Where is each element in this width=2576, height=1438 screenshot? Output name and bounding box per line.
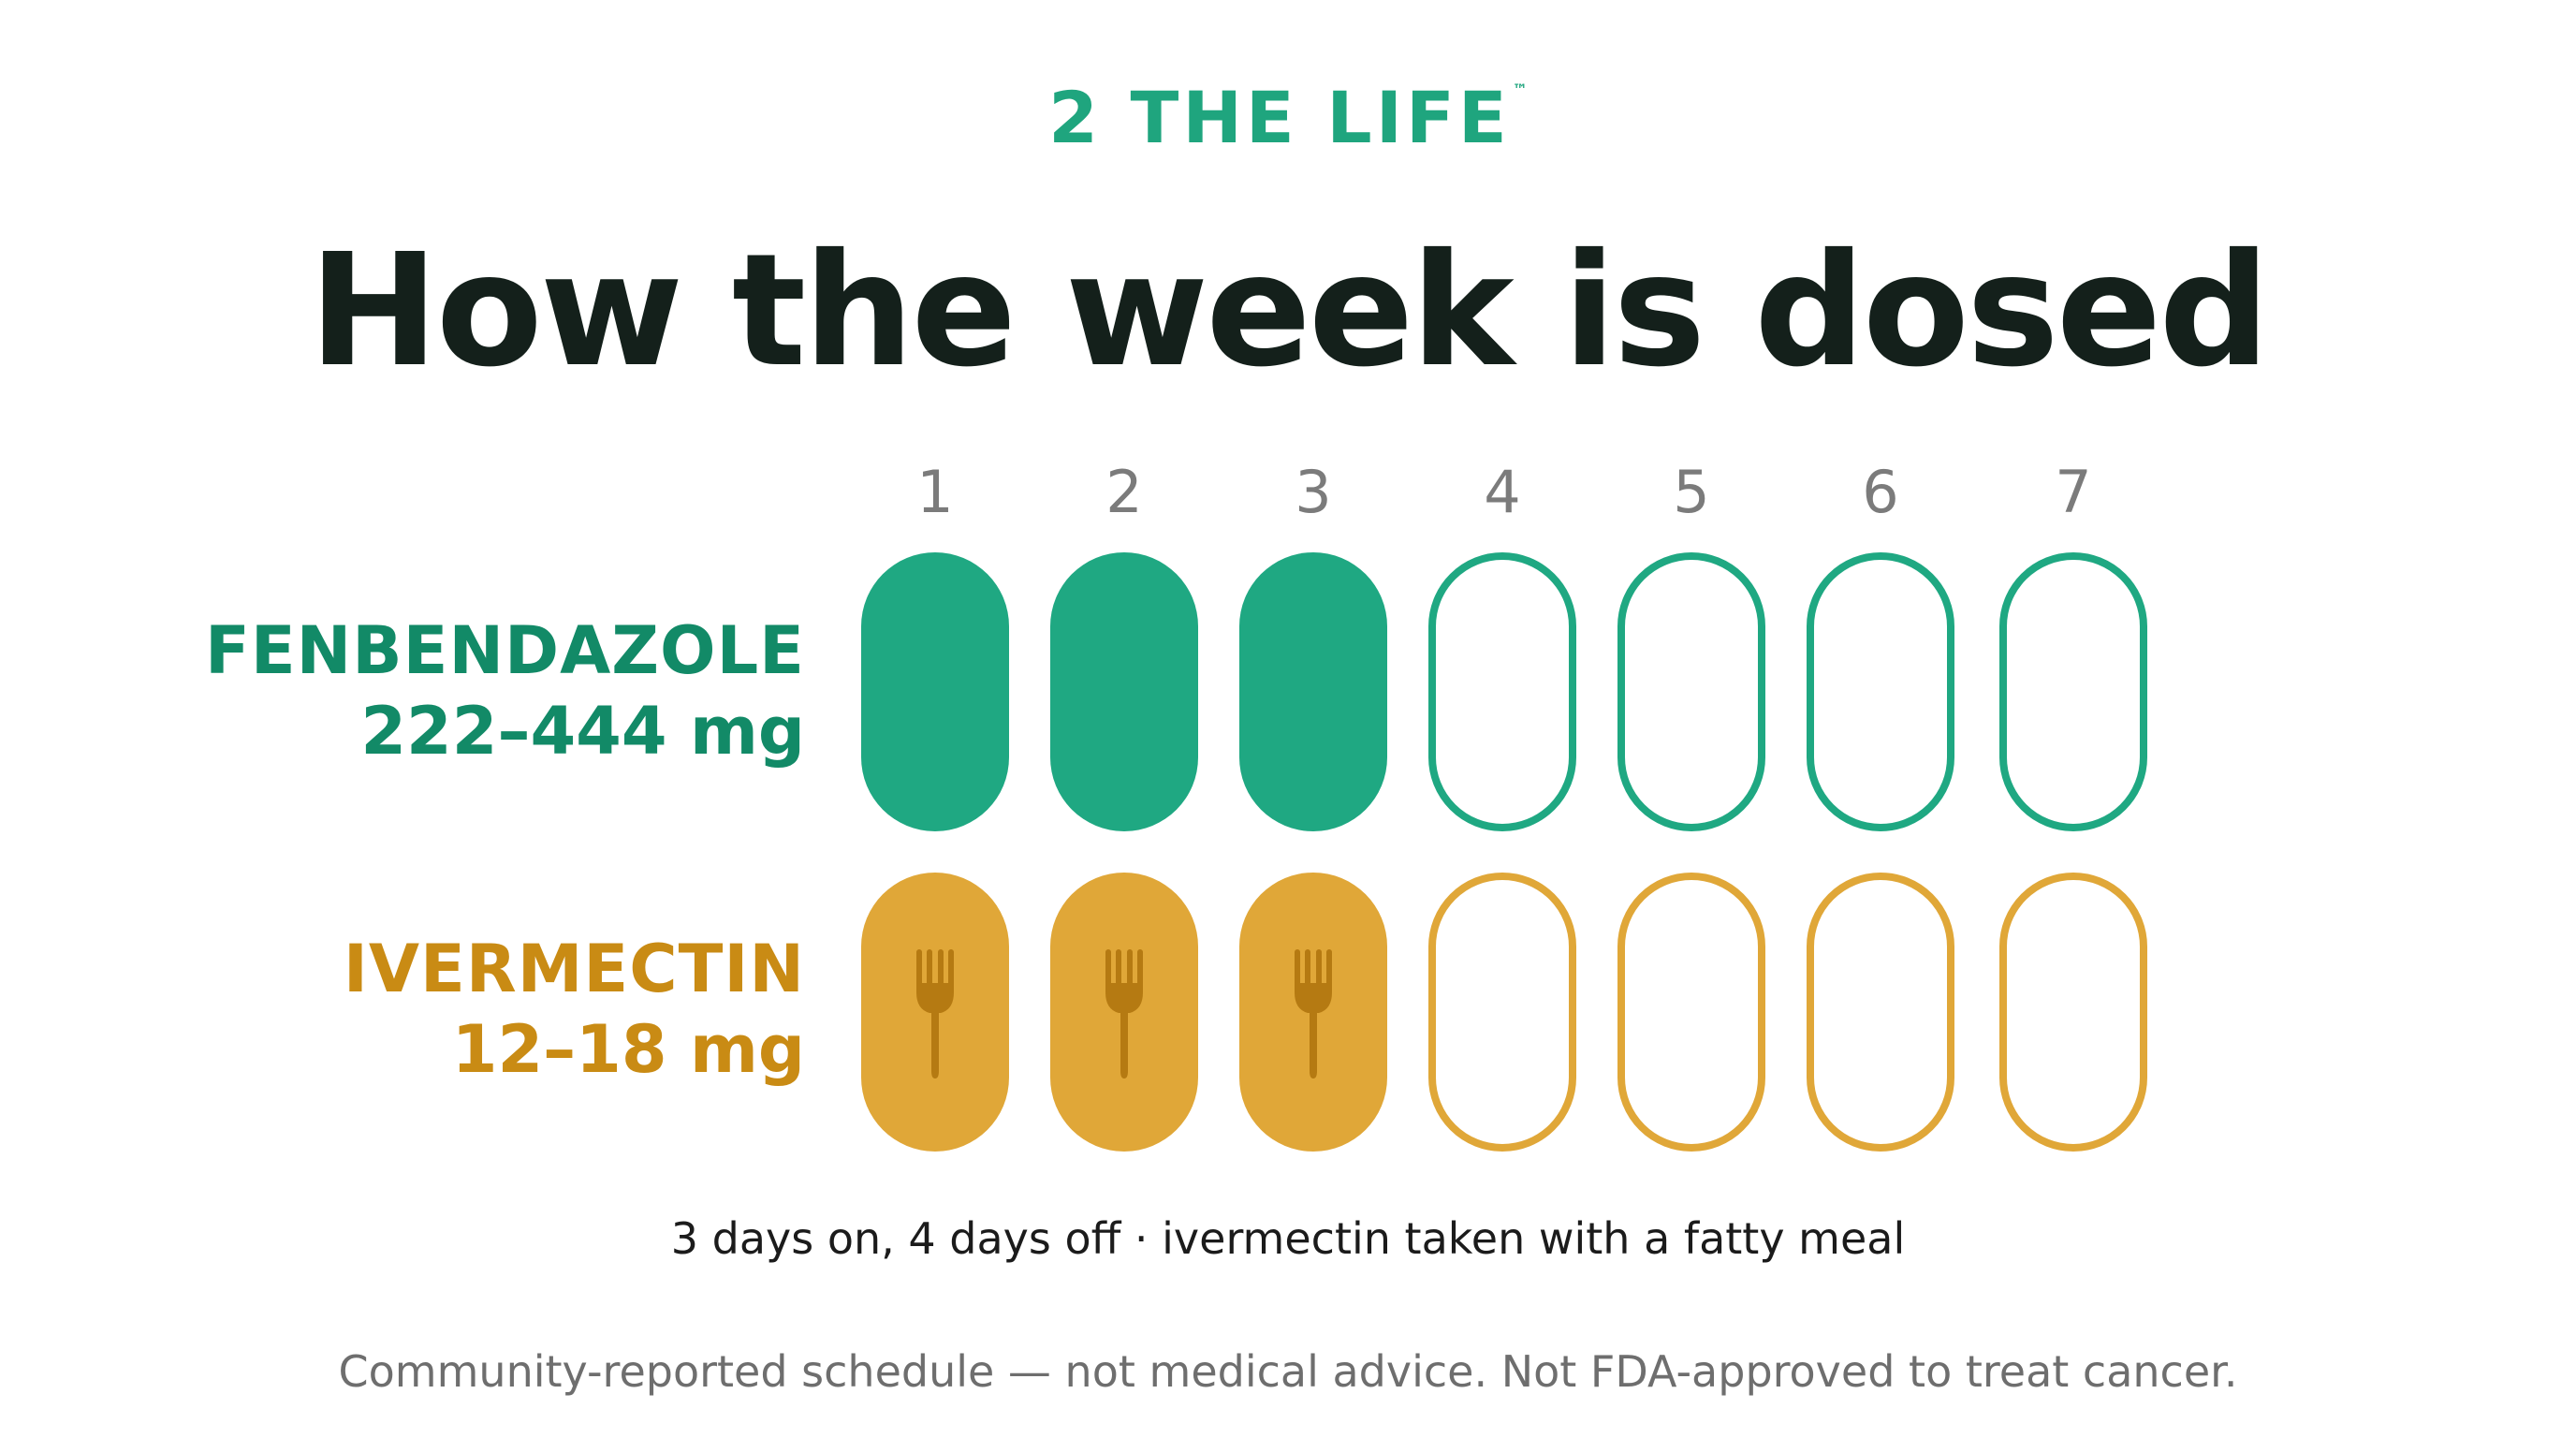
fork-icon [915, 949, 956, 1078]
ivermectin-day-3-dose-pill [1239, 873, 1387, 1152]
fenbendazole-day-5-rest-pill [1617, 552, 1765, 831]
day-label-7: 7 [2055, 458, 2092, 526]
day-label-1: 1 [916, 458, 954, 526]
fork-icon [1293, 949, 1334, 1078]
day-label-4: 4 [1484, 458, 1521, 526]
fenbendazole-day-2-dose-pill [1050, 552, 1198, 831]
drug-name: FENBENDAZOLE [205, 612, 805, 689]
brand-logo: 2 THE LIFE ™ [0, 82, 2576, 154]
brand-logo-text: 2 THE LIFE [1048, 76, 1511, 159]
schedule-summary: 3 days on, 4 days off · ivermectin taken… [670, 1213, 1906, 1264]
fenbendazole-day-4-rest-pill [1428, 552, 1576, 831]
fenbendazole-day-1-dose-pill [861, 552, 1009, 831]
day-label-6: 6 [1862, 458, 1899, 526]
drug-dose: 12–18 mg [451, 1011, 805, 1088]
day-label-3: 3 [1295, 458, 1332, 526]
ivermectin-day-7-rest-pill [1999, 873, 2147, 1152]
ivermectin-day-2-dose-pill [1050, 873, 1198, 1152]
drug-dose: 222–444 mg [360, 693, 805, 770]
day-label-5: 5 [1673, 458, 1710, 526]
drug-label-fenbendazole: FENBENDAZOLE 222–444 mg [0, 618, 805, 764]
ivermectin-day-1-dose-pill [861, 873, 1009, 1152]
ivermectin-day-5-rest-pill [1617, 873, 1765, 1152]
ivermectin-day-4-rest-pill [1428, 873, 1576, 1152]
fork-icon [1104, 949, 1145, 1078]
day-label-2: 2 [1105, 458, 1143, 526]
fenbendazole-day-6-rest-pill [1807, 552, 1954, 831]
disclaimer-text: Community-reported schedule — not medica… [338, 1346, 2238, 1397]
drug-label-ivermectin: IVERMECTIN 12–18 mg [0, 936, 805, 1082]
page-title: How the week is dosed [308, 221, 2270, 402]
trademark-mark: ™ [1512, 81, 1528, 98]
fenbendazole-day-3-dose-pill [1239, 552, 1387, 831]
fenbendazole-day-7-rest-pill [1999, 552, 2147, 831]
ivermectin-day-6-rest-pill [1807, 873, 1954, 1152]
drug-name: IVERMECTIN [343, 931, 805, 1007]
